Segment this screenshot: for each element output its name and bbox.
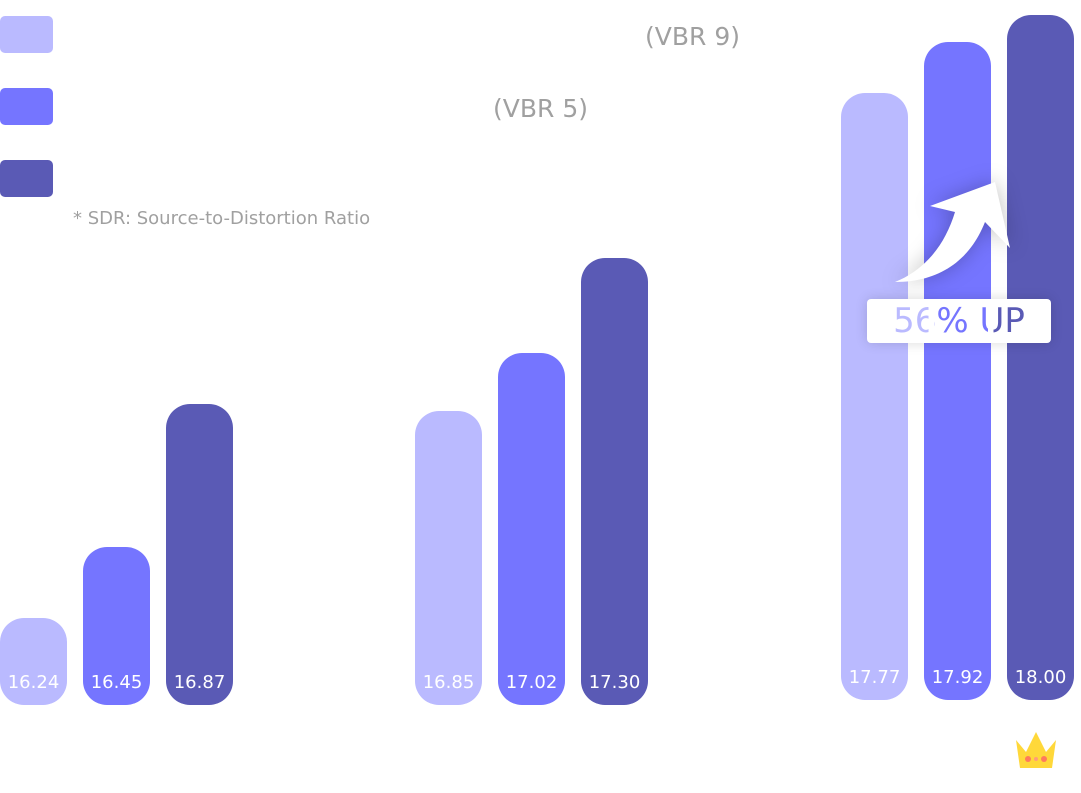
bar-g2-s1 [415, 410, 482, 705]
data-label: 16.85 [422, 672, 475, 693]
annotation-vbr5: (VBR 5) [493, 94, 588, 123]
legend-swatch-3 [0, 160, 53, 197]
data-label: 16.24 [7, 672, 60, 693]
annotation-vbr9: (VBR 9) [645, 22, 740, 51]
data-label: 17.92 [931, 667, 984, 688]
bar-g1-s3 [166, 404, 233, 705]
bar-g3-s2 [924, 42, 991, 700]
crown-icon [1016, 732, 1056, 768]
footnote: * SDR: Source-to-Distortion Ratio [73, 208, 371, 229]
data-label: 17.77 [848, 667, 901, 688]
bar-g2-s3 [581, 257, 648, 705]
bar-g2-s2 [498, 353, 565, 705]
data-label: 17.02 [505, 672, 558, 693]
legend-swatch-2 [0, 88, 53, 125]
bar-g1-s1 [0, 618, 67, 705]
bar-g3-s3 [1007, 14, 1074, 700]
data-label: 17.30 [588, 672, 641, 693]
data-label: 16.87 [173, 672, 226, 693]
bar-g3-s1 [841, 93, 908, 700]
data-label: 16.45 [90, 672, 143, 693]
up-arrow-icon [895, 182, 1010, 282]
legend-swatch-1 [0, 16, 53, 53]
bar-g1-s2 [83, 546, 150, 705]
improvement-callout: 56% UP [867, 299, 1051, 343]
callout-text: 56% UP [893, 301, 1025, 341]
data-label: 18.00 [1014, 667, 1067, 688]
